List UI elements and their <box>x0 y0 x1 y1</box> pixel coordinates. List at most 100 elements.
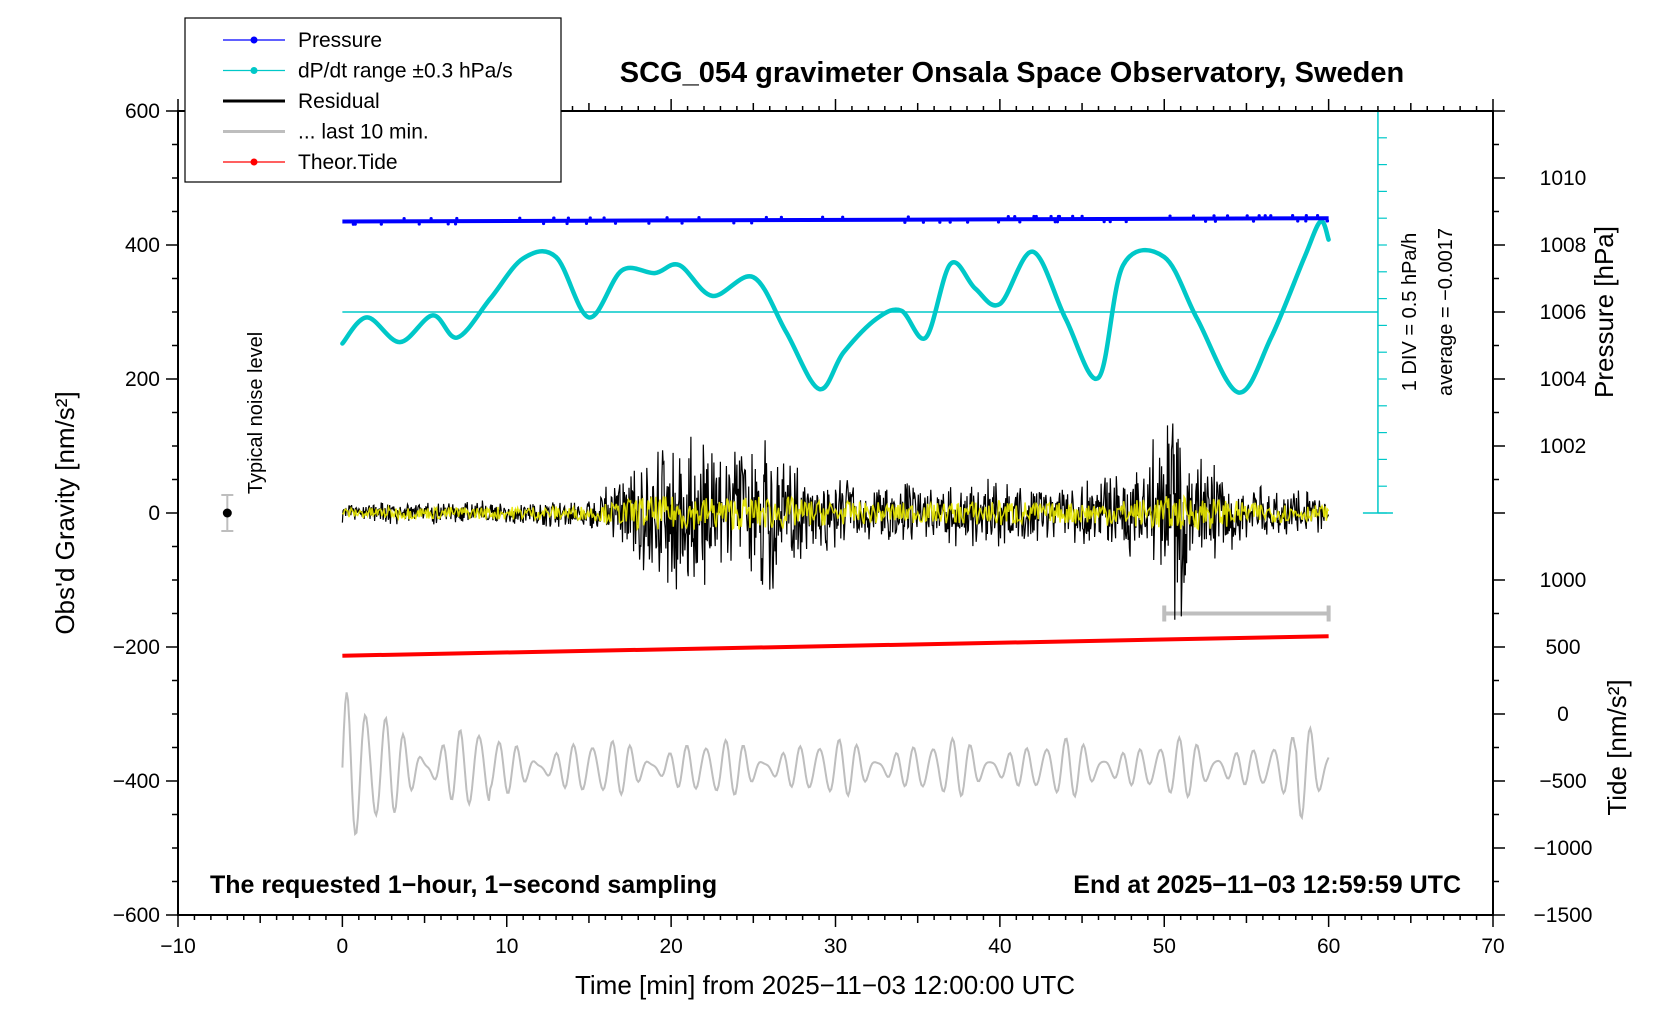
pressure-point <box>1032 214 1036 219</box>
y-tick-label: 0 <box>148 502 160 525</box>
pressure-point <box>697 216 701 220</box>
pressure-point <box>750 221 754 225</box>
pressure-point <box>1006 215 1010 219</box>
pressure-point <box>1269 214 1273 218</box>
pressure-point <box>1102 220 1106 224</box>
residual-trace <box>341 423 1330 620</box>
pressure-point <box>1213 219 1218 223</box>
pressure-point <box>1056 214 1061 219</box>
pressure-point <box>665 216 669 220</box>
legend-label-0: Pressure <box>298 29 382 52</box>
pressure-point <box>455 216 459 221</box>
pressure-point <box>1315 213 1320 218</box>
pressure-point <box>379 222 383 226</box>
pressure-point <box>779 215 783 219</box>
legend-label-1: dP/dt range ±0.3 hPa/s <box>298 60 513 83</box>
tide-tick-label: −500 <box>1539 770 1586 793</box>
pressure-point <box>938 220 942 224</box>
scale-bar-average-label: average = −0.0017 <box>1435 228 1457 396</box>
tide-tick-label: −1000 <box>1534 837 1593 860</box>
legend-label-3: ... last 10 min. <box>298 121 429 144</box>
y-tick-label: −200 <box>113 636 160 659</box>
noise-label: Typical noise level <box>245 332 267 494</box>
legend: Pressure dP/dt range ±0.3 hPa/s Residual..… <box>184 17 562 183</box>
pressure-point <box>402 217 406 221</box>
pressure-point <box>1124 219 1128 224</box>
noise-dot <box>222 508 232 518</box>
y-tick-label: 600 <box>125 100 160 123</box>
legend-marker-1 <box>250 67 258 74</box>
x-tick-label: 10 <box>495 935 518 958</box>
last-10-min-trace <box>341 692 1330 837</box>
pressure-point <box>1034 214 1038 219</box>
pressure-point <box>1263 214 1267 218</box>
residual-filtered-trace <box>341 494 1330 532</box>
pressure-point <box>1291 214 1295 218</box>
pressure-point <box>351 222 355 226</box>
note-sampling: The requested 1−hour, 1−second sampling <box>210 871 717 899</box>
pressure-point <box>446 222 450 226</box>
pressure-tick-label: 1008 <box>1540 234 1587 257</box>
x-tick-label: 60 <box>1317 935 1340 958</box>
pressure-point <box>1071 214 1075 218</box>
pressure-point <box>602 216 606 220</box>
theoretical-tide-line <box>342 634 1329 658</box>
pressure-point <box>588 216 592 220</box>
pressure-point <box>903 220 907 224</box>
pressure-point <box>1304 213 1308 218</box>
pressure-layer <box>342 213 1330 226</box>
pressure-point <box>1080 214 1084 218</box>
tide-tick-label: 500 <box>1545 636 1580 659</box>
pressure-point <box>552 216 556 220</box>
dpdt-trace <box>340 219 1331 395</box>
x-axis-title: Time [min] from 2025−11−03 12:00:00 UTC <box>575 970 1075 1000</box>
pressure-tick-label: 1006 <box>1540 301 1587 324</box>
pressure-point <box>1245 214 1249 218</box>
pressure-point <box>841 215 845 219</box>
pressure-point <box>921 220 926 224</box>
x-tick-label: 50 <box>1153 935 1176 958</box>
legend-label-4: Theor.Tide <box>298 151 398 174</box>
x-tick-label: −10 <box>160 935 196 958</box>
legend-marker-0 <box>250 36 258 44</box>
pressure-point <box>965 220 970 224</box>
pressure-point <box>613 221 618 225</box>
note-end-time: End at 2025−11−03 12:59:59 UTC <box>1073 871 1461 899</box>
pressure-point <box>948 220 952 224</box>
pressure-point <box>680 221 684 225</box>
pressure-point <box>1304 219 1308 223</box>
axes-layer: −10 0 10 20 30 40 50 60 70 −600 −400 −200 0 200 400 600… <box>50 99 1632 958</box>
pressure-point <box>1049 214 1053 219</box>
pressure-tick-label: 1010 <box>1540 167 1587 190</box>
legend-marker-4 <box>250 158 258 166</box>
pressure-tick-label: 1004 <box>1540 368 1587 391</box>
x-tick-label: 40 <box>988 935 1011 958</box>
x-tick-label: 20 <box>659 935 682 958</box>
pressure-point <box>1168 214 1172 218</box>
x-tick-label: 0 <box>337 935 349 958</box>
pressure-point <box>453 222 458 226</box>
pressure-line <box>342 216 1329 224</box>
pressure-point <box>1055 220 1060 224</box>
y-tick-label: −600 <box>113 904 160 927</box>
pressure-tick-label: 1002 <box>1540 435 1587 458</box>
pressure-point <box>1251 219 1256 223</box>
pressure-point <box>821 215 825 219</box>
pressure-point <box>1257 214 1261 218</box>
y-tick-label: 400 <box>125 234 160 257</box>
scale-bar-div-label: 1 DIV = 0.5 hPa/h <box>1399 233 1421 391</box>
y-tick-label: −400 <box>113 770 160 793</box>
residual-layer <box>341 423 1330 620</box>
pressure-axis-title: Pressure [hPa] <box>1589 226 1619 398</box>
pressure-point <box>1203 219 1208 223</box>
theoretical-tide-layer <box>342 634 1329 658</box>
pressure-point <box>566 216 570 220</box>
pressure-point <box>732 221 736 225</box>
last-10-min-layer <box>341 605 1331 837</box>
y-axis-title: Obs'd Gravity [nm/s²] <box>50 391 80 634</box>
pressure-point <box>518 216 522 220</box>
pressure-point <box>584 221 589 226</box>
pressure-point <box>1108 220 1112 224</box>
pressure-point <box>429 216 433 221</box>
